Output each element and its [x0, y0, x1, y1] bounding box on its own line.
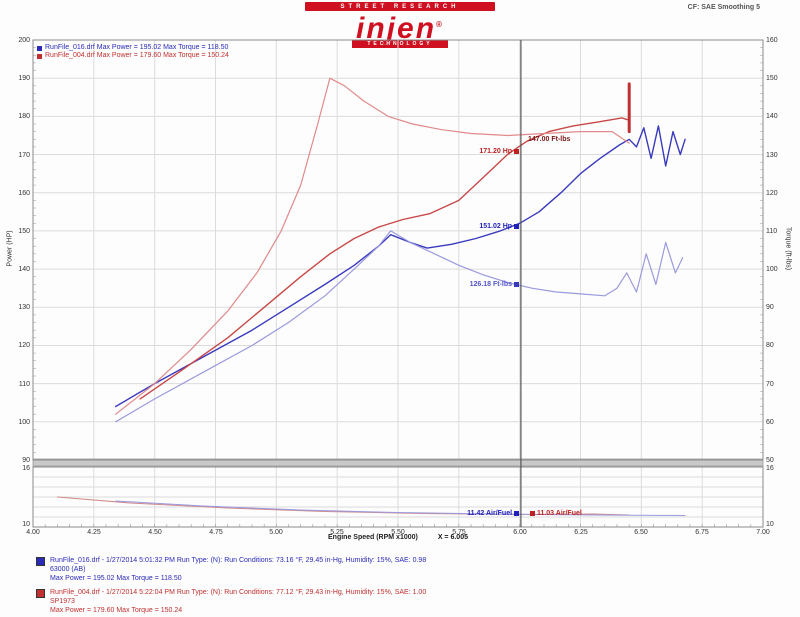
rpm-tick-label: 4.00 [26, 529, 40, 536]
cursor-readout: 147.00 Ft-lbs [528, 136, 571, 143]
torque-tick-label: 150 [766, 75, 778, 82]
plot-separator-band [32, 458, 764, 467]
torque-tick-label: 70 [766, 381, 774, 388]
run-legend: RunFile_016.drf Max Power = 195.02 Max T… [37, 44, 229, 60]
power-tick-label: 90 [22, 457, 30, 464]
run-blue-line2: 63000 (AB) [50, 566, 86, 573]
rpm-tick-label: 4.75 [209, 529, 223, 536]
rpm-tick-label: 6.50 [634, 529, 648, 536]
blue-run-marker-icon [36, 557, 45, 566]
run-blue-line3: Max Power = 195.02 Max Torque = 118.50 [50, 575, 182, 582]
afr-tick-bottom-right: 10 [766, 521, 774, 528]
cursor-readout: 151.02 Hp [479, 223, 519, 230]
run-red-line3: Max Power = 179.60 Max Torque = 150.24 [50, 607, 183, 614]
power-tick-label: 150 [18, 228, 30, 235]
red-run-marker-icon [36, 589, 45, 598]
afr-tick-top-left: 16 [22, 465, 30, 472]
x-axis-title: Engine Speed (RPM x1000) X = 6.005 [33, 534, 763, 541]
power-tick-label: 120 [18, 342, 30, 349]
rpm-tick-label: 5.75 [452, 529, 466, 536]
torque-axis-title: Torque (ft-lbs) [784, 226, 792, 271]
rpm-tick-label: 5.00 [269, 529, 283, 536]
power-tick-label: 200 [18, 37, 30, 44]
legend-run-blue: RunFile_016.drf Max Power = 195.02 Max T… [37, 44, 229, 52]
red-run-swatch-icon [37, 53, 42, 59]
torque-tick-label: 60 [766, 419, 774, 426]
cursor-readout: 11.03 Air/Fuel [530, 510, 582, 517]
run-info-red: RunFile_004.drf - 1/27/2014 5:22:04 PM R… [36, 588, 776, 615]
cursor-readout: 11.42 Air/Fuel [467, 510, 519, 517]
afr-tick-top-right: 16 [766, 465, 774, 472]
torque-tick-label: 130 [766, 152, 778, 159]
rpm-tick-label: 4.50 [148, 529, 162, 536]
torque-tick-label: 160 [766, 37, 778, 44]
run-info-blue: RunFile_016.drf - 1/27/2014 5:01:32 PM R… [36, 556, 776, 583]
run-blue-line1: RunFile_016.drf - 1/27/2014 5:01:32 PM R… [50, 557, 427, 564]
rpm-tick-label: 6.75 [695, 529, 709, 536]
power-tick-label: 160 [18, 190, 30, 197]
series-blue-torque-line [115, 230, 684, 423]
blue-run-swatch-icon [37, 45, 42, 51]
registered-mark-icon: ® [436, 20, 444, 29]
series-red-torque-line [115, 77, 630, 415]
rpm-tick-label: 6.25 [574, 529, 588, 536]
torque-tick-label: 80 [766, 342, 774, 349]
power-tick-label: 170 [18, 152, 30, 159]
power-tick-label: 140 [18, 266, 30, 273]
logo-wordmark: injen® [356, 12, 444, 45]
cursor-readout: 126.18 Ft-lbs [470, 281, 519, 288]
run-red-line1: RunFile_004.drf - 1/27/2014 5:22:04 PM R… [50, 589, 427, 596]
torque-tick-label: 50 [766, 457, 774, 464]
torque-tick-label: 120 [766, 190, 778, 197]
torque-tick-label: 100 [766, 266, 778, 273]
rpm-tick-label: 5.50 [391, 529, 405, 536]
torque-tick-label: 110 [766, 228, 778, 235]
power-tick-label: 130 [18, 304, 30, 311]
legend-run-red-label: RunFile_004.drf Max Power = 179.60 Max T… [45, 52, 229, 59]
power-axis-title: Power (HP) [6, 230, 14, 267]
legend-run-blue-label: RunFile_016.drf Max Power = 195.02 Max T… [45, 44, 229, 51]
afr-tick-bottom-left: 10 [22, 521, 30, 528]
main-plot-border [32, 39, 764, 461]
power-tick-label: 110 [18, 381, 30, 388]
rpm-tick-label: 4.25 [87, 529, 101, 536]
cursor-readout: 171.20 Hp [479, 148, 519, 155]
torque-tick-label: 90 [766, 304, 774, 311]
power-tick-label: 190 [18, 75, 30, 82]
cursor-x-readout: X = 6.005 [437, 534, 468, 541]
rpm-tick-label: 7.00 [756, 529, 770, 536]
correction-smoothing-meta: CF: SAE Smoothing 5 [687, 4, 760, 11]
rpm-tick-label: 6.00 [513, 529, 527, 536]
series-red-airfuel-line [56, 496, 630, 516]
x-axis-label: Engine Speed (RPM x1000) [328, 534, 418, 541]
series-blue-power-line [115, 125, 686, 408]
power-tick-label: 100 [18, 419, 30, 426]
afr-plot-border [32, 466, 764, 528]
series-red-power-line [139, 117, 630, 400]
series-blue-airfuel-line [115, 500, 686, 516]
power-tick-label: 180 [18, 113, 30, 120]
run-red-line2: SP1973 [50, 598, 75, 605]
rpm-tick-label: 5.25 [330, 529, 344, 536]
logo-banner-top: STREET RESEARCH [305, 2, 495, 11]
legend-run-red: RunFile_004.drf Max Power = 179.60 Max T… [37, 52, 229, 60]
torque-tick-label: 140 [766, 113, 778, 120]
